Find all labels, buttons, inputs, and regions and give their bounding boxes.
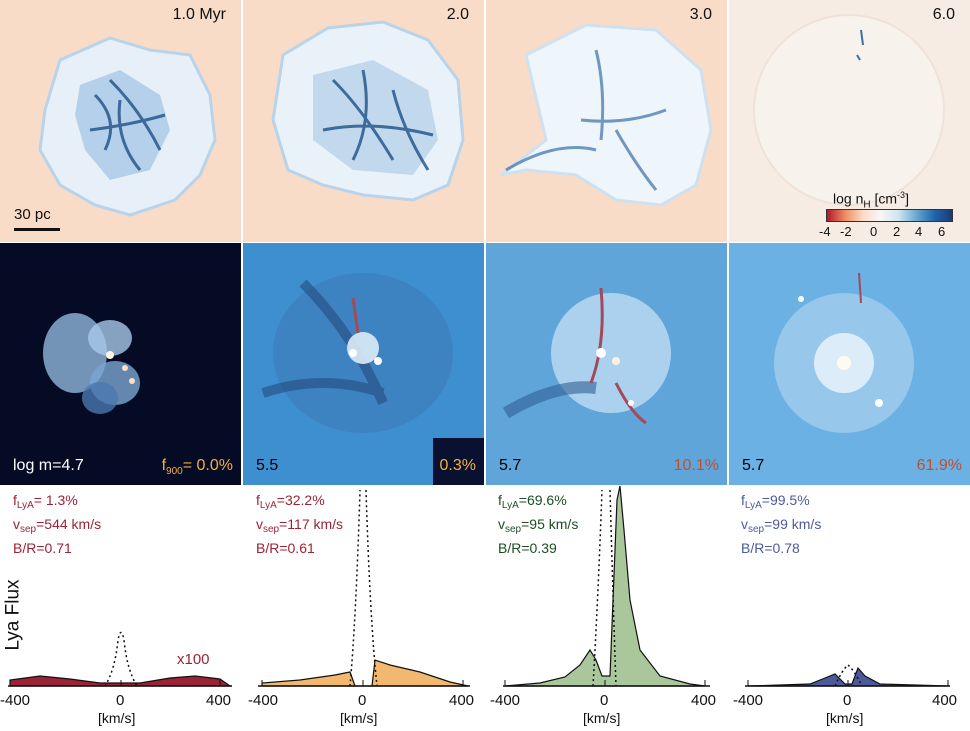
- gas-panel-1: 1.0 Myr 30 pc: [0, 0, 241, 242]
- colorbar-tick: 2: [893, 224, 901, 239]
- radiation-image-1: [43, 313, 140, 414]
- spectrum-4: [745, 664, 950, 687]
- x-axis-label: [km/s]: [826, 710, 864, 726]
- time-label-2: 2.0: [446, 6, 469, 23]
- radiation-panel-3: 5.7 10.1%: [486, 243, 727, 485]
- x-tick-label: 0: [600, 692, 609, 709]
- x-tick-label: -400: [248, 692, 279, 709]
- multiplier-label: x100: [177, 651, 210, 668]
- x-tick-label: 400: [449, 692, 475, 709]
- gas-cloud-3: [500, 23, 713, 207]
- radiation-image-4: [774, 272, 914, 433]
- escape-fraction-3: 10.1%: [673, 457, 719, 474]
- spectrum-stats-2: fLyA=32.2% vsep=117 km/s B/R=0.61: [256, 492, 344, 556]
- x-axis-label: [km/s]: [583, 710, 621, 726]
- y-axis-label: Lya Flux: [2, 579, 24, 651]
- gas-panel-4: 6.0 log nH [cm-3] -4 -2 0 2 4 6: [729, 0, 970, 242]
- colorbar-label: log nH [cm-3]: [833, 190, 909, 211]
- radiation-image-3: [502, 287, 671, 425]
- escape-fraction-2: 0.3%: [439, 457, 476, 474]
- escape-fraction-4: 61.9%: [916, 457, 962, 474]
- gas-cloud-4: [753, 14, 945, 206]
- colorbar-tick: -4: [819, 224, 831, 239]
- x-tick-label: -400: [733, 692, 764, 709]
- radiation-panel-4: 5.7 61.9%: [729, 243, 970, 485]
- time-label-3: 3.0: [689, 6, 712, 23]
- spectrum-stats-4: fLyA=99.5% vsep=99 km/s B/R=0.78: [741, 492, 822, 556]
- mass-label-4: 5.7: [742, 457, 765, 474]
- gas-panel-3: 3.0: [486, 0, 727, 242]
- spectrum-stats-3: fLyA=69.6% vsep=95 km/s B/R=0.39: [498, 492, 579, 556]
- x-tick-label: 400: [691, 692, 717, 709]
- mass-label-2: 5.5: [256, 457, 279, 474]
- x-tick-label: 0: [843, 692, 852, 709]
- x-tick-label: 0: [358, 692, 367, 709]
- x-tick-label: 400: [206, 692, 232, 709]
- x-axis-label: [km/s]: [98, 710, 136, 726]
- colorbar: [826, 209, 953, 222]
- colorbar-tick: 6: [938, 224, 946, 239]
- radiation-image-2: [261, 273, 484, 485]
- radiation-panel-1: log m=4.7 f900= 0.0%: [0, 243, 241, 485]
- colorbar-tick: 4: [915, 224, 923, 239]
- scale-bar-label: 30 pc: [14, 206, 51, 223]
- colorbar-tick: 0: [870, 224, 878, 239]
- gas-panel-2: 2.0: [243, 0, 484, 242]
- x-tick-label: 0: [116, 692, 125, 709]
- time-label-4: 6.0: [932, 6, 955, 23]
- x-tick-label: 400: [932, 692, 958, 709]
- mass-label-1: log m=4.7: [13, 457, 84, 474]
- gas-cloud-2: [271, 20, 465, 202]
- scale-bar: [14, 228, 60, 231]
- time-label-1: 1.0 Myr: [172, 6, 226, 23]
- radiation-panel-2: 5.5 0.3%: [243, 243, 484, 485]
- escape-fraction-1: f900= 0.0%: [161, 457, 233, 478]
- colorbar-tick: -2: [840, 224, 852, 239]
- x-axis-label: [km/s]: [340, 710, 378, 726]
- gas-cloud-1: [38, 36, 217, 217]
- x-tick-label: -400: [0, 692, 31, 709]
- mass-label-3: 5.7: [499, 457, 522, 474]
- x-tick-label: -400: [490, 692, 521, 709]
- spectrum-stats-1: fLyA= 1.3% vsep=544 km/s B/R=0.71: [13, 492, 102, 556]
